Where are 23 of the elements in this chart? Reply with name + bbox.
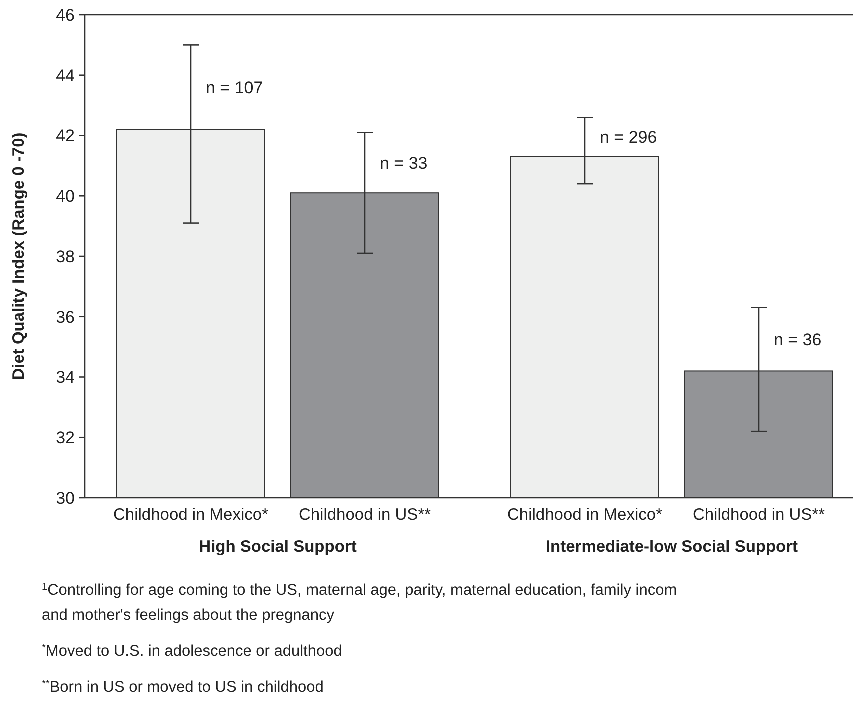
- annotation: n = 36: [774, 330, 822, 350]
- x-tick-label: Childhood in Mexico*: [507, 506, 664, 524]
- x-tick-label: Childhood in Mexico*: [113, 506, 270, 524]
- x-tick-label: Childhood in US**: [298, 506, 432, 524]
- y-tick-label: 44: [56, 66, 75, 86]
- y-tick-label: 46: [56, 6, 75, 25]
- text: $^{**}$Born in US or moved to US in childhood: [42, 678, 324, 696]
- y-tick-label: 34: [56, 368, 75, 388]
- annotation: n = 107: [206, 78, 264, 98]
- text: High Social Support: [199, 538, 358, 556]
- text: $^{1}$Controlling for age coming to the US, maternal age, parity, maternal education, family incom and mother's feelings about the pregnancy: [42, 582, 678, 624]
- y-tick-label: 32: [56, 428, 75, 448]
- y-axis-title: Diet Quality Index (Range 0 -70): [10, 132, 28, 380]
- y-tick-label: 40: [56, 187, 75, 206]
- y-tick-label: 42: [56, 126, 75, 146]
- y-tick-label: 38: [56, 247, 75, 266]
- y-tick-label: 36: [56, 308, 75, 327]
- text: Intermediate-low Social Support: [546, 538, 799, 556]
- text: $^{*}$Moved to U.S. in adolescence or adulthood: [42, 642, 342, 660]
- annotation: n = 296: [600, 128, 658, 148]
- x-tick-label: Childhood in US**: [692, 506, 826, 524]
- y-tick-label: 30: [56, 488, 75, 508]
- annotation: n = 33: [380, 154, 428, 173]
